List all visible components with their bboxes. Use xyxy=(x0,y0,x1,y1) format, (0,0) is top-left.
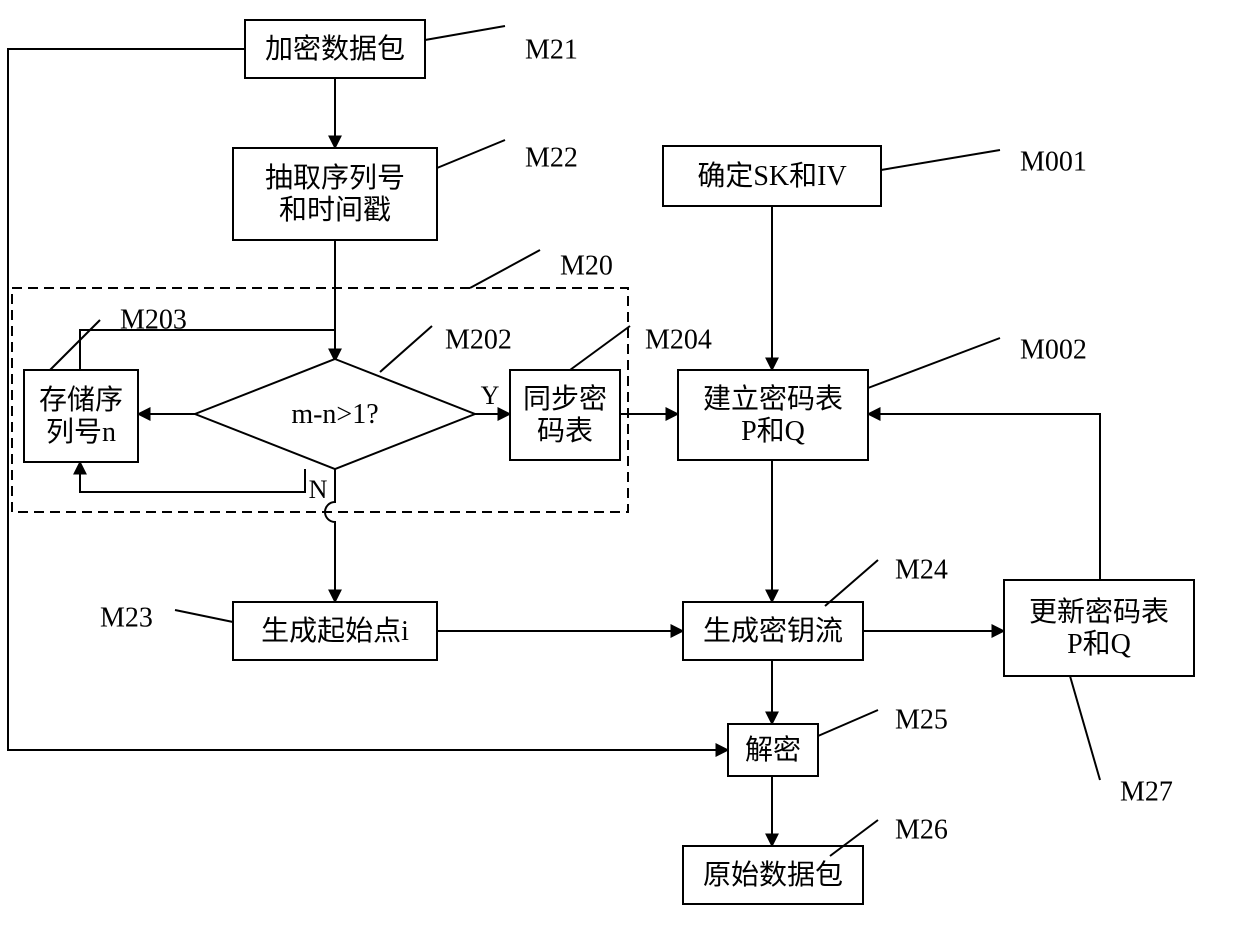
edge-e9 xyxy=(80,462,305,492)
edge-label-e7: N xyxy=(309,475,328,504)
node-text-m24: 生成密钥流 xyxy=(703,615,843,647)
edge-label-e4: Y xyxy=(481,381,500,410)
node-text-m26: 原始数据包 xyxy=(703,859,843,891)
callout-m203: M203 xyxy=(120,305,187,336)
leader-m20 xyxy=(470,250,540,288)
callout-m20: M20 xyxy=(560,251,613,282)
node-text-m202: m-n>1? xyxy=(291,399,378,430)
leader-m002 xyxy=(868,338,1000,388)
callout-m23: M23 xyxy=(100,603,153,634)
leader-m23 xyxy=(175,610,233,622)
node-text-m23: 生成起始点i xyxy=(261,615,409,647)
nodes-layer: 加密数据包抽取序列号和时间戳确定SK和IV存储序列号nm-n>1?同步密码表建立… xyxy=(24,20,1194,904)
callout-m22: M22 xyxy=(525,143,578,174)
leader-m203 xyxy=(50,320,100,370)
leader-m202 xyxy=(380,326,432,372)
node-text-m001: 确定SK和IV xyxy=(697,160,846,192)
leader-m24 xyxy=(825,560,878,606)
node-text-m21: 加密数据包 xyxy=(265,33,405,65)
flowchart-canvas: Y N加密数据包抽取序列号和时间戳确定SK和IV存储序列号nm-n>1?同步密码表… xyxy=(0,0,1240,941)
leader-m21 xyxy=(425,26,505,40)
callout-m24: M24 xyxy=(895,555,948,586)
callout-m002: M002 xyxy=(1020,335,1087,366)
node-text-m25: 解密 xyxy=(745,734,801,766)
callout-m27: M27 xyxy=(1120,777,1173,808)
callout-m25: M25 xyxy=(895,705,948,736)
edge-e8 xyxy=(80,330,335,370)
leader-m25 xyxy=(818,710,878,736)
callout-m202: M202 xyxy=(445,325,512,356)
leader-m22 xyxy=(437,140,505,168)
leader-m001 xyxy=(881,150,1000,170)
callout-m204: M204 xyxy=(645,325,712,356)
leader-m27 xyxy=(1070,676,1100,780)
callout-m26: M26 xyxy=(895,815,948,846)
callout-m001: M001 xyxy=(1020,147,1087,178)
callout-m21: M21 xyxy=(525,35,578,66)
leader-m204 xyxy=(570,326,630,370)
